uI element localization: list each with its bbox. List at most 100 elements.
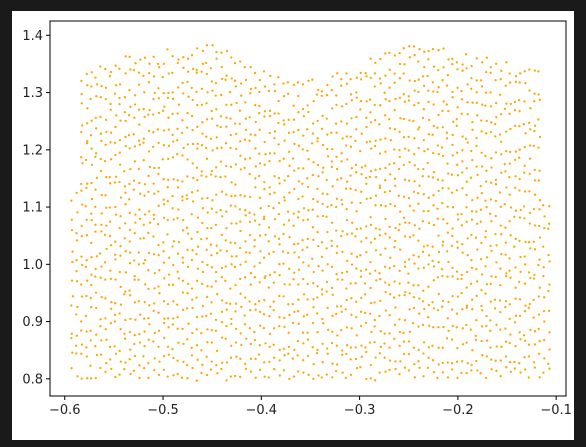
- scatter-point: [325, 215, 328, 218]
- scatter-point: [460, 371, 463, 375]
- scatter-point: [229, 287, 232, 290]
- scatter-point: [543, 296, 546, 299]
- scatter-point: [273, 175, 276, 178]
- scatter-point: [244, 240, 247, 243]
- scatter-point: [79, 283, 83, 286]
- scatter-point: [364, 71, 367, 75]
- scatter-point: [490, 166, 493, 169]
- scatter-point: [263, 180, 266, 184]
- scatter-point: [364, 350, 368, 354]
- scatter-point: [283, 196, 286, 199]
- scatter-point: [350, 263, 354, 266]
- scatter-point: [476, 222, 479, 225]
- scatter-point: [230, 322, 233, 326]
- scatter-point: [90, 256, 93, 259]
- scatter-point: [230, 222, 233, 225]
- scatter-point: [518, 280, 521, 284]
- scatter-point: [114, 205, 117, 209]
- scatter-point: [185, 363, 189, 367]
- scatter-point: [426, 161, 429, 165]
- scatter-point: [254, 120, 257, 124]
- scatter-point: [166, 200, 169, 203]
- scatter-point: [442, 100, 445, 103]
- scatter-point: [133, 278, 136, 281]
- scatter-point: [196, 230, 199, 234]
- scatter-point: [326, 306, 329, 310]
- scatter-point: [297, 197, 300, 201]
- scatter-point: [229, 204, 232, 207]
- scatter-point: [373, 325, 376, 328]
- scatter-point: [85, 330, 88, 333]
- scatter-point: [133, 160, 137, 163]
- scatter-point: [369, 241, 373, 244]
- scatter-point: [450, 244, 454, 248]
- scatter-point: [446, 205, 449, 208]
- scatter-point: [171, 91, 174, 94]
- scatter-point: [365, 140, 368, 144]
- scatter-point: [513, 367, 517, 370]
- scatter-point: [138, 139, 141, 142]
- scatter-point: [114, 125, 117, 129]
- scatter-point: [158, 360, 161, 363]
- scatter-point: [452, 120, 455, 124]
- scatter-point: [210, 341, 213, 344]
- scatter-point: [103, 159, 107, 163]
- scatter-point: [508, 341, 511, 345]
- scatter-point: [533, 168, 536, 172]
- scatter-point: [176, 252, 180, 255]
- chart-figure: −0.6 −0.5 −0.4 −0.3 −0.2 −0.1 0.8 0.9 1.0 1.1 1.2…: [12, 11, 574, 440]
- scatter-point: [365, 176, 368, 180]
- scatter-point: [306, 331, 309, 334]
- scatter-point: [393, 162, 396, 165]
- scatter-point: [335, 344, 338, 347]
- scatter-point: [243, 323, 247, 326]
- scatter-point: [331, 185, 334, 188]
- scatter-point: [417, 167, 420, 171]
- scatter-point: [277, 112, 280, 115]
- scatter-point: [369, 76, 372, 79]
- scatter-point: [254, 134, 257, 137]
- scatter-point: [297, 94, 300, 98]
- scatter-point: [90, 241, 93, 245]
- scatter-point: [456, 346, 459, 350]
- scatter-point: [302, 219, 305, 222]
- scatter-point: [89, 364, 92, 367]
- scatter-point: [288, 377, 291, 381]
- scatter-point: [392, 296, 396, 299]
- scatter-point: [214, 329, 218, 332]
- scatter-point: [436, 178, 440, 181]
- scatter-point: [288, 235, 291, 239]
- scatter-point: [109, 243, 113, 247]
- scatter-point: [378, 234, 381, 237]
- scatter-point: [402, 47, 405, 50]
- scatter-point: [451, 308, 454, 311]
- scatter-point: [128, 228, 132, 232]
- scatter-point: [288, 267, 291, 270]
- scatter-point: [138, 123, 141, 126]
- scatter-point: [99, 366, 102, 370]
- scatter-point: [292, 375, 296, 378]
- scatter-point: [388, 359, 392, 362]
- scatter-point: [374, 249, 378, 252]
- scatter-point: [293, 271, 296, 274]
- scatter-point: [518, 177, 521, 181]
- scatter-point: [248, 116, 251, 119]
- scatter-point: [312, 377, 315, 380]
- scatter-point: [142, 141, 145, 144]
- scatter-point: [461, 343, 465, 346]
- scatter-point: [195, 71, 198, 74]
- scatter-point: [158, 269, 161, 272]
- scatter-point: [185, 197, 189, 200]
- scatter-point: [345, 344, 349, 347]
- scatter-point: [142, 223, 145, 226]
- scatter-point: [490, 157, 493, 160]
- scatter-point: [466, 101, 469, 104]
- scatter-point: [445, 131, 449, 134]
- scatter-point: [369, 121, 373, 124]
- scatter-point: [340, 198, 343, 202]
- scatter-point: [119, 285, 122, 289]
- scatter-point: [263, 163, 266, 166]
- scatter-point: [524, 368, 527, 371]
- scatter-point: [533, 100, 536, 103]
- scatter-point: [436, 308, 440, 312]
